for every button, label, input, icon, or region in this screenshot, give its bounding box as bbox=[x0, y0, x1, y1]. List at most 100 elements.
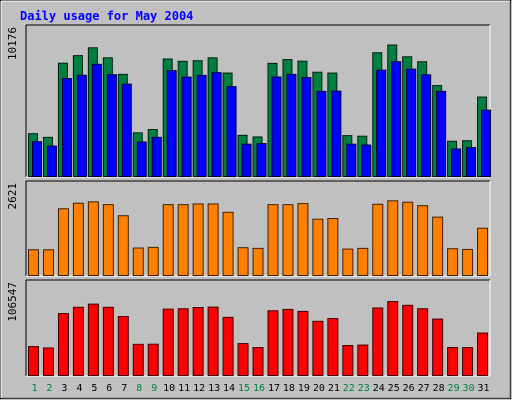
bar bbox=[327, 218, 339, 276]
bar bbox=[166, 70, 177, 177]
bar bbox=[181, 76, 192, 177]
x-tick-label: 30 bbox=[463, 383, 475, 394]
bar bbox=[102, 306, 114, 376]
x-tick-label: 15 bbox=[238, 383, 250, 394]
bar bbox=[28, 346, 39, 377]
bar bbox=[162, 204, 174, 276]
x-tick-label: 8 bbox=[136, 383, 142, 394]
bar bbox=[271, 76, 282, 177]
bar bbox=[237, 247, 249, 276]
bar bbox=[462, 347, 474, 376]
x-tick-label: 10 bbox=[163, 383, 175, 394]
bar bbox=[372, 307, 384, 377]
bar bbox=[207, 203, 219, 276]
bar bbox=[301, 77, 312, 177]
bar bbox=[132, 343, 144, 376]
bar bbox=[222, 316, 234, 376]
bar bbox=[196, 74, 207, 177]
bar bbox=[106, 74, 117, 177]
bar bbox=[466, 147, 477, 177]
x-tick-label: 20 bbox=[313, 383, 325, 394]
bar bbox=[387, 200, 399, 276]
bar bbox=[316, 90, 327, 177]
x-tick-label: 12 bbox=[193, 383, 205, 394]
bar bbox=[177, 308, 189, 377]
bar bbox=[132, 247, 144, 277]
x-tick-label: 1 bbox=[31, 383, 37, 394]
y-max-label: 10176 bbox=[6, 27, 19, 60]
bar bbox=[177, 204, 189, 276]
bar bbox=[76, 74, 87, 177]
bar bbox=[391, 61, 402, 177]
bar bbox=[252, 247, 264, 277]
bar bbox=[147, 246, 159, 276]
y-max-label: 2621 bbox=[6, 183, 19, 210]
bar bbox=[477, 227, 489, 276]
x-tick-label: 17 bbox=[268, 383, 280, 394]
bar bbox=[451, 148, 462, 178]
bar bbox=[387, 301, 399, 377]
x-tick-label: 11 bbox=[178, 383, 190, 394]
x-tick-label: 7 bbox=[121, 383, 127, 394]
series-pages-0 bbox=[28, 200, 489, 277]
bar bbox=[282, 204, 294, 276]
bar bbox=[477, 332, 489, 377]
bar bbox=[252, 347, 264, 376]
x-tick-label: 3 bbox=[61, 383, 67, 394]
x-tick-label: 29 bbox=[448, 383, 460, 394]
bar bbox=[342, 345, 354, 376]
bar bbox=[376, 69, 387, 177]
x-tick-label: 21 bbox=[328, 383, 340, 394]
y-max-label: 106547 bbox=[6, 282, 19, 322]
bar bbox=[207, 306, 219, 377]
bar bbox=[57, 208, 69, 276]
bar bbox=[417, 205, 429, 276]
bar bbox=[147, 343, 159, 376]
panel-sites: 106547 bbox=[6, 279, 491, 377]
bar bbox=[87, 201, 99, 276]
bar bbox=[87, 303, 99, 377]
bar bbox=[192, 307, 204, 377]
bar bbox=[436, 90, 447, 177]
bar bbox=[357, 247, 369, 277]
bar bbox=[282, 308, 294, 376]
bar bbox=[327, 318, 339, 377]
bar bbox=[447, 347, 459, 376]
bar bbox=[61, 78, 72, 177]
bar bbox=[447, 248, 459, 276]
x-tick-label: 2 bbox=[46, 383, 52, 394]
bar bbox=[117, 316, 129, 376]
bar bbox=[192, 203, 204, 276]
bar bbox=[226, 86, 237, 177]
bar bbox=[462, 248, 474, 276]
x-tick-label: 14 bbox=[223, 383, 235, 394]
bar bbox=[331, 90, 342, 177]
bar bbox=[162, 308, 174, 376]
x-tick-label: 22 bbox=[343, 383, 355, 394]
bar bbox=[42, 347, 54, 377]
bar bbox=[372, 203, 384, 277]
bar bbox=[91, 63, 102, 177]
bar bbox=[421, 74, 432, 177]
bar bbox=[117, 215, 129, 277]
bar bbox=[72, 306, 84, 377]
bar bbox=[286, 73, 297, 177]
x-tick-label: 25 bbox=[388, 383, 400, 394]
bar bbox=[121, 83, 132, 177]
bar bbox=[406, 68, 417, 177]
x-tick-label: 4 bbox=[76, 383, 82, 394]
bar bbox=[222, 211, 234, 276]
x-tick-label: 28 bbox=[433, 383, 445, 394]
x-tick-label: 6 bbox=[106, 383, 112, 394]
x-tick-label: 31 bbox=[477, 383, 489, 394]
bar bbox=[237, 343, 249, 376]
bar bbox=[297, 310, 309, 377]
x-tick-label: 5 bbox=[91, 383, 97, 394]
x-tick-label: 27 bbox=[418, 383, 430, 394]
x-axis-labels: 1 2 3 4 5 6 7 8 9 10 11 12 13 14 15 16 17 18 19 20 21 22 23 24 2… bbox=[31, 383, 489, 394]
bar bbox=[241, 143, 252, 177]
x-tick-label: 23 bbox=[358, 383, 370, 394]
bar bbox=[267, 204, 279, 276]
